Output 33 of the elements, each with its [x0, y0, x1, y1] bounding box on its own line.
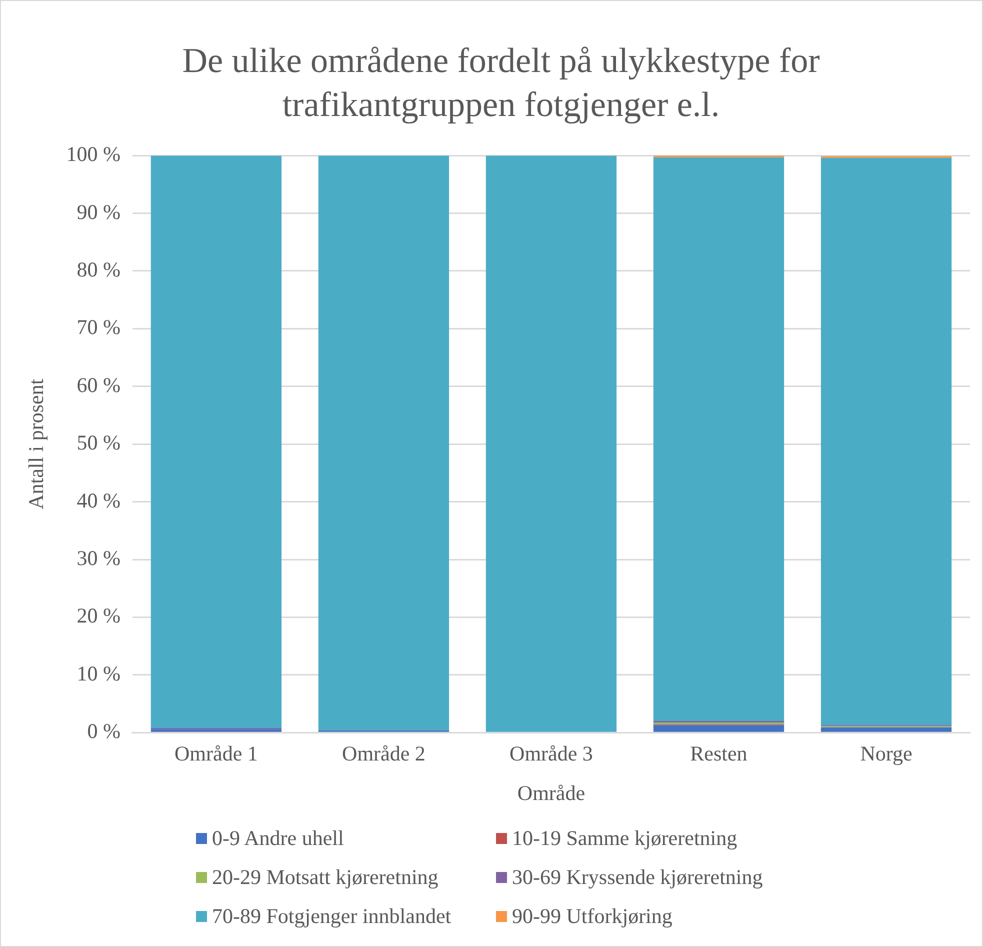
- y-tick-label: 90 %: [76, 200, 120, 224]
- bar: [318, 156, 450, 730]
- bar: [653, 725, 784, 732]
- bar: [486, 156, 617, 732]
- legend-label: 30-69 Kryssende kjøreretning: [512, 865, 763, 890]
- y-tick-label: 30 %: [76, 546, 120, 570]
- bar: [820, 727, 952, 732]
- y-tick-label: 20 %: [76, 604, 120, 628]
- legend-label: 0-9 Andre uhell: [212, 826, 344, 851]
- x-tick-label: Område 2: [342, 742, 426, 766]
- x-tick-label: Område 3: [510, 742, 593, 766]
- y-tick-label: 70 %: [76, 315, 120, 340]
- bar: [150, 729, 282, 732]
- legend-label: 20-29 Motsatt kjøreretning: [212, 865, 438, 890]
- legend-label: 10-19 Samme kjøreretning: [512, 826, 738, 851]
- y-tick-label: 0 %: [87, 719, 120, 744]
- x-tick-label: Resten: [690, 742, 748, 766]
- bar: [653, 157, 784, 722]
- legend-label: 70-89 Fotgjenger innblandet: [212, 904, 452, 929]
- x-tick-label: Område 1: [174, 742, 258, 766]
- y-tick-label: 80 %: [76, 258, 120, 282]
- y-tick-label: 10 %: [76, 661, 120, 686]
- x-axis-title: Område: [517, 780, 586, 805]
- y-axis-title: Antall i prosent: [24, 378, 48, 510]
- bar: [150, 156, 282, 728]
- chart-title: De ulike områdene fordelt på ulykkestype for trafikantgruppen fotgjenger e.l.: [181, 40, 821, 126]
- x-tick-label: Norge: [860, 742, 912, 766]
- y-tick-label: 40 %: [76, 488, 120, 512]
- legend-label: 90-99 Utforkjøring: [512, 904, 672, 929]
- y-tick-label: 50 %: [76, 430, 120, 455]
- y-tick-label: 100 %: [66, 142, 120, 166]
- bar: [820, 158, 952, 726]
- y-tick-label: 60 %: [76, 372, 120, 397]
